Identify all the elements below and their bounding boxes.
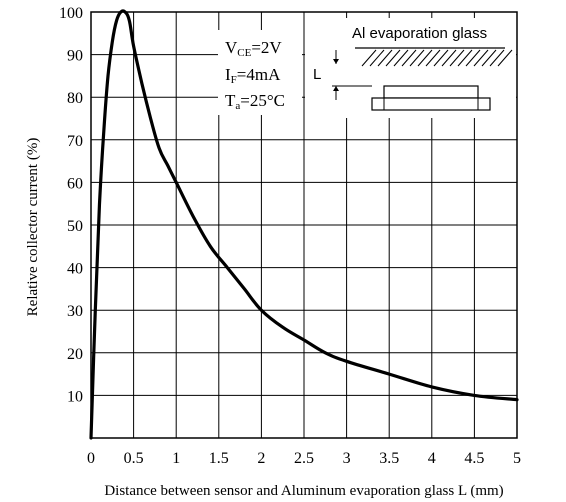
hatch-line: [481, 49, 497, 67]
x-tick-label: 3: [343, 450, 351, 467]
y-tick-label: 30: [67, 303, 83, 320]
hatch-line: [417, 49, 433, 67]
grid-lines: [91, 12, 517, 438]
x-tick-label: 2: [257, 450, 265, 467]
y-tick-label: 70: [67, 133, 83, 150]
x-axis-title: Distance between sensor and Aluminum eva…: [104, 483, 503, 499]
arrow-head-top: [333, 59, 339, 64]
hatch-line: [489, 49, 505, 67]
sensor-body: [383, 85, 479, 99]
x-tick-label: 0: [87, 450, 95, 467]
hatch-line: [377, 49, 393, 67]
condition-if: IF=4mA: [225, 65, 281, 86]
x-tick-label: 1: [172, 450, 180, 467]
hatch-line: [425, 49, 441, 67]
hatch-line: [385, 49, 401, 67]
hatch-line: [369, 49, 385, 67]
x-tick-label: 2.5: [294, 450, 314, 467]
hatch-line: [497, 49, 513, 67]
glass-hatching: [361, 49, 513, 67]
condition-vce: VCE=2V: [225, 38, 282, 59]
glass-label: Al evaporation glass: [352, 25, 487, 42]
axis-ticks: 0 0.5 1 1.5 2 2.5 3 3.5 4 4.5 5 10 20 30 40 50 60 70 80 90 1…: [59, 5, 521, 467]
hatch-line: [393, 49, 409, 67]
plot-frame: [90, 11, 518, 439]
hatch-line: [457, 49, 473, 67]
y-tick-label: 50: [67, 218, 83, 235]
measurement-diagram: Al evaporation glass L: [313, 20, 516, 111]
y-axis-title: Relative collector current (%): [25, 138, 41, 317]
conditions-legend: VCE=2V IF=4mA Ta=25°C: [225, 38, 285, 112]
y-tick-label: 90: [67, 48, 83, 65]
y-tick-label: 60: [67, 175, 83, 192]
series-line: [89, 9, 519, 440]
x-tick-label: 4.5: [464, 450, 484, 467]
conditions-background: [218, 30, 302, 115]
hatch-line: [433, 49, 449, 67]
y-tick-label: 20: [67, 346, 83, 363]
y-tick-label: 80: [67, 90, 83, 107]
arrow-head-bottom: [333, 86, 339, 91]
y-tick-label: 10: [67, 388, 83, 405]
distance-label: L: [313, 66, 321, 83]
hatch-line: [441, 49, 457, 67]
condition-ta: Ta=25°C: [225, 91, 285, 112]
x-tick-label: 3.5: [379, 450, 399, 467]
hatch-line: [361, 49, 377, 67]
hatch-line: [449, 49, 465, 67]
x-tick-label: 4: [428, 450, 436, 467]
sensor-base: [371, 97, 491, 111]
y-tick-label: 40: [67, 261, 83, 278]
hatch-line: [401, 49, 417, 67]
x-tick-label: 5: [513, 450, 521, 467]
series-layer: [89, 9, 519, 440]
y-tick-label: 100: [59, 5, 83, 22]
x-tick-label: 0.5: [124, 450, 144, 467]
x-tick-label: 1.5: [209, 450, 229, 467]
hatch-line: [409, 49, 425, 67]
hatch-line: [465, 49, 481, 67]
hatch-line: [473, 49, 489, 67]
